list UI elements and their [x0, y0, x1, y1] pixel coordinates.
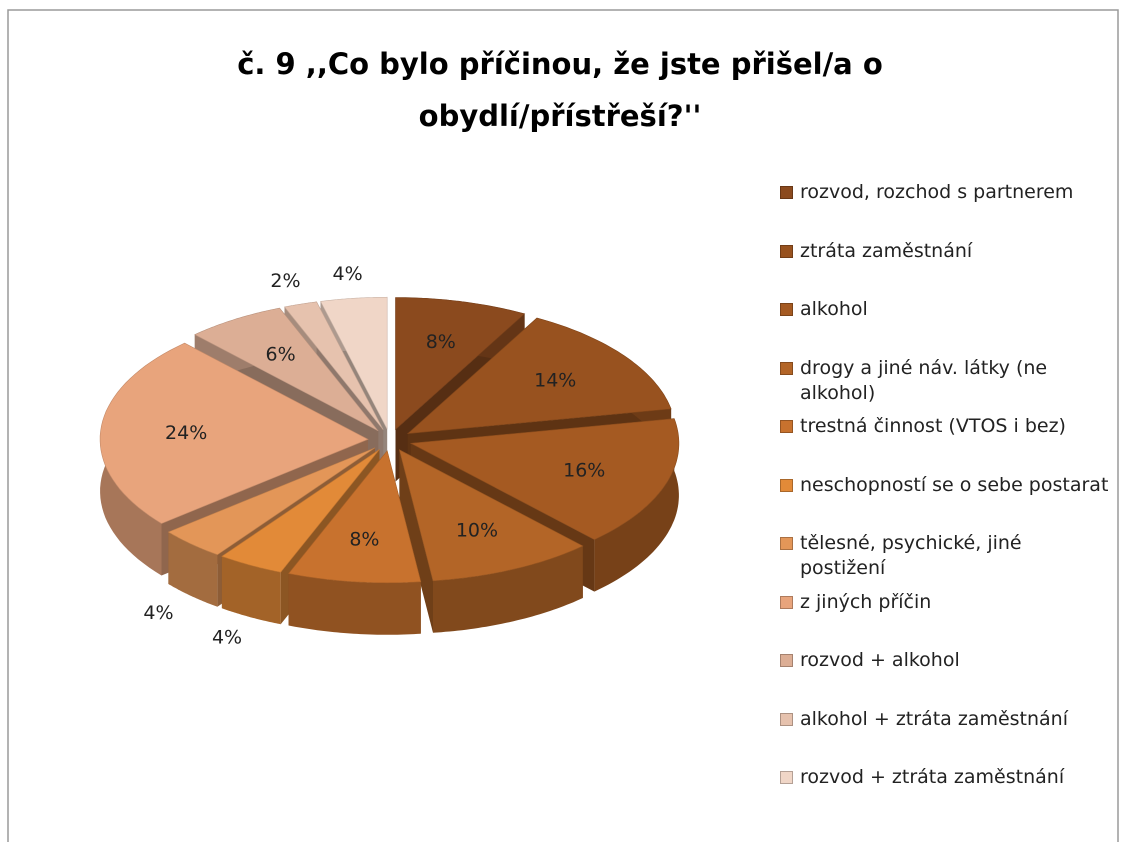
legend-marker [780, 186, 793, 199]
legend-label: ztráta zaměstnání [800, 239, 973, 262]
slice-top [283, 301, 384, 430]
legend-marker [780, 478, 793, 492]
legend-marker [780, 244, 793, 258]
legend-item: rozvod + ztráta zaměstnání [780, 765, 1110, 824]
legend-marker [780, 595, 793, 609]
data-label: 8% [349, 528, 379, 550]
legend-item: drogy a jiné náv. látky (ne alkohol) [780, 356, 1110, 415]
data-label: 2% [270, 270, 300, 292]
slice [398, 449, 584, 633]
legend-item: rozvod, rozchod s partnerem [780, 180, 1110, 239]
legend-label: rozvod + ztráta zaměstnání [800, 766, 1065, 788]
slice-side [168, 532, 218, 607]
data-label: 6% [265, 344, 295, 366]
legend-item: alkohol [780, 297, 1110, 356]
legend-marker [780, 420, 793, 433]
legend-item: z jiných příčin [780, 590, 1110, 649]
legend-marker [780, 771, 793, 784]
data-label: 10% [456, 520, 498, 542]
slice-side [221, 556, 281, 625]
slice-top [398, 449, 584, 582]
legend-label: drogy a jiné náv. látky (ne alkohol) [800, 356, 1048, 404]
data-label: 14% [534, 369, 576, 391]
legend-marker [780, 712, 793, 726]
slice-side [433, 546, 583, 633]
legend-label: trestná činnost (VTOS i bez) [800, 415, 1066, 437]
legend-item: tělesné, psychické, jiné postižení [780, 531, 1110, 590]
legend-item: trestná činnost (VTOS i bez) [780, 414, 1110, 473]
slice-side [288, 573, 421, 635]
slice-top [194, 307, 379, 432]
chart-frame [7, 9, 1119, 842]
chart-title: č. 9 ,,Co bylo příčinou, že jste přišel/… [237, 47, 883, 133]
slice-wall [399, 449, 433, 633]
legend: rozvod, rozchod s partnerem ztráta zaměst… [780, 180, 1110, 824]
data-label: 8% [426, 331, 456, 353]
legend-label: neschopností se o sebe postarat [800, 473, 1109, 496]
legend-marker [780, 537, 793, 550]
slice-top [167, 447, 376, 556]
data-label: 4% [143, 602, 173, 624]
slice [288, 450, 422, 635]
slice-top [406, 317, 672, 434]
legend-item: ztráta zaměstnání [780, 239, 1110, 298]
slice-top [99, 342, 369, 524]
slice-top [288, 450, 422, 584]
data-label: 16% [563, 460, 605, 482]
legend-label: rozvod, rozchod s partnerem [800, 181, 1074, 203]
legend-item: neschopností se o sebe postarat [780, 473, 1110, 532]
data-label: 4% [212, 626, 242, 648]
slice-top [395, 297, 526, 431]
data-label: 24% [165, 422, 207, 444]
legend-label: tělesné, psychické, jiné postižení [800, 532, 1022, 579]
slice-top [409, 418, 680, 540]
slice-side [594, 418, 679, 592]
legend-marker [780, 303, 793, 316]
legend-label: z jiných příčin [800, 590, 932, 613]
legend-marker [780, 361, 793, 375]
legend-label: rozvod + alkohol [800, 649, 960, 671]
data-label: 4% [333, 263, 363, 285]
legend-label: alkohol + ztráta zaměstnání [800, 707, 1068, 730]
slice-top [221, 449, 380, 573]
legend-label: alkohol [800, 298, 868, 320]
legend-item: rozvod + alkohol [780, 648, 1110, 707]
slice-top [320, 296, 388, 430]
legend-item: alkohol + ztráta zaměstnání [780, 707, 1110, 766]
legend-marker [780, 654, 793, 667]
